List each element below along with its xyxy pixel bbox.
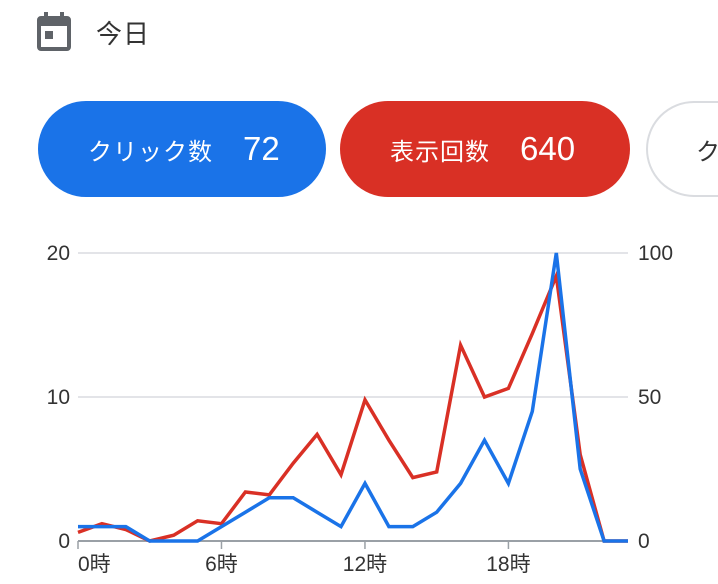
x-tick-label: 0時 [78, 553, 111, 576]
clicks-metric-chip[interactable]: クリック数 72 [38, 101, 326, 197]
date-range-label: 今日 [96, 18, 151, 49]
y-left-tick-label: 20 [47, 242, 70, 265]
date-header[interactable]: 今日 [36, 8, 150, 56]
y-right-tick-label: 100 [638, 242, 673, 265]
x-tick-label: 18時 [486, 553, 530, 576]
y-right-tick-label: 50 [638, 386, 661, 409]
ctr-label: ク [696, 138, 718, 166]
clicks-label: クリック数 [88, 138, 213, 166]
x-tick-label: 6時 [205, 553, 238, 576]
impressions-label: 表示回数 [390, 138, 490, 166]
y-left-tick-label: 0 [58, 530, 70, 553]
calendar-icon [37, 12, 71, 51]
series-line-clicks [78, 252, 628, 543]
y-right-tick-label: 0 [638, 530, 650, 553]
impressions-metric-chip[interactable]: 表示回数 640 [340, 101, 630, 197]
series-line-impressions [77, 269, 628, 543]
impressions-value: 640 [520, 130, 576, 167]
x-tick-label: 12時 [343, 553, 387, 576]
ctr-metric-chip[interactable]: ク [646, 101, 718, 197]
y-left-tick-label: 10 [47, 386, 70, 409]
clicks-value: 72 [243, 130, 280, 167]
